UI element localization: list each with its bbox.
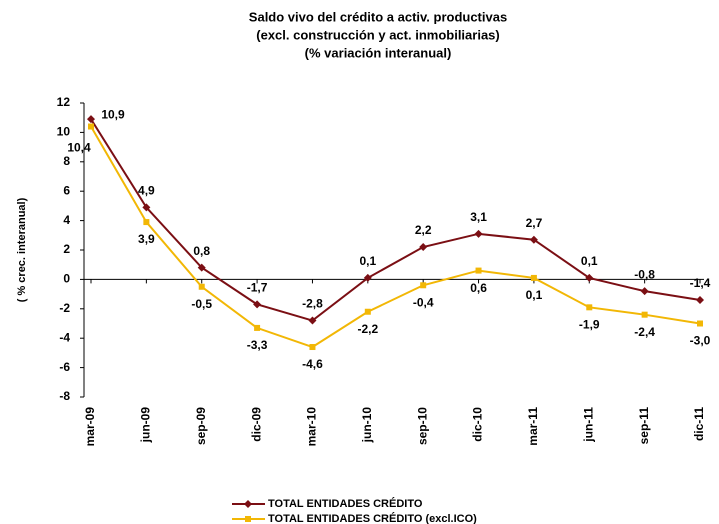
- marker: [641, 311, 648, 318]
- y-axis-label: ( % crec. interanual): [16, 197, 28, 302]
- y-tick-label: -6: [59, 360, 70, 374]
- y-tick-label: 4: [63, 213, 70, 227]
- marker: [364, 308, 371, 315]
- data-label: -2,2: [357, 322, 378, 336]
- data-label: -3,3: [247, 338, 268, 352]
- marker: [142, 203, 151, 212]
- marker: [198, 283, 205, 290]
- data-label: -4,6: [302, 357, 323, 371]
- marker: [143, 219, 150, 226]
- marker: [308, 316, 317, 325]
- data-label: 10,4: [67, 141, 91, 155]
- data-label: 4,9: [138, 184, 155, 198]
- data-label: 0,6: [470, 281, 487, 295]
- data-label: -0,4: [413, 295, 434, 309]
- x-tick-label: jun-11: [581, 407, 595, 443]
- y-tick-label: -8: [59, 389, 70, 403]
- chart-subtitle: (excl. construcción y act. inmobiliarias…: [256, 27, 499, 42]
- x-tick-label: sep-10: [415, 407, 429, 445]
- marker: [87, 115, 95, 124]
- x-tick-label: sep-09: [194, 407, 208, 445]
- marker: [530, 274, 537, 281]
- marker: [254, 324, 261, 331]
- marker: [309, 344, 316, 351]
- marker: [529, 235, 538, 244]
- data-label: -3,0: [690, 334, 711, 348]
- data-label: -1,4: [690, 276, 711, 290]
- y-tick-label: -4: [59, 330, 70, 344]
- x-tick-label: jun-09: [139, 407, 153, 444]
- marker: [420, 282, 427, 289]
- legend-label: TOTAL ENTIDADES CRÉDITO (excl.ICO): [268, 512, 477, 524]
- y-tick-label: 2: [63, 242, 70, 256]
- marker: [363, 273, 372, 282]
- data-label: -0,5: [191, 297, 212, 311]
- legend-label: TOTAL ENTIDADES CRÉDITO: [268, 497, 423, 510]
- data-label: 2,7: [526, 216, 543, 230]
- x-tick-label: jun-10: [360, 407, 374, 444]
- data-label: 0,1: [581, 254, 598, 268]
- y-tick-label: 8: [63, 154, 70, 168]
- marker: [586, 304, 593, 311]
- marker: [88, 123, 94, 130]
- x-tick-label: sep-11: [637, 407, 651, 445]
- marker: [697, 320, 703, 327]
- x-tick-label: dic-10: [471, 407, 485, 442]
- marker: [585, 273, 594, 282]
- data-label: -1,9: [579, 318, 600, 332]
- data-label: -1,7: [247, 281, 268, 295]
- y-tick-label: 12: [57, 95, 71, 109]
- x-tick-label: dic-11: [692, 407, 706, 441]
- y-tick-label: 10: [57, 125, 71, 139]
- marker: [253, 300, 262, 309]
- x-tick-label: mar-09: [83, 407, 97, 447]
- marker: [474, 229, 483, 238]
- data-label: -2,8: [302, 297, 323, 311]
- y-tick-label: 6: [63, 183, 70, 197]
- data-label: -0,8: [634, 267, 655, 281]
- chart-subtitle: (% variación interanual): [305, 45, 452, 60]
- data-label: 10,9: [101, 107, 125, 121]
- data-label: 0,1: [526, 288, 543, 302]
- marker: [419, 243, 428, 252]
- data-label: 0,1: [359, 254, 376, 268]
- y-tick-label: -2: [59, 301, 70, 315]
- x-tick-label: dic-09: [249, 407, 263, 442]
- data-label: 3,1: [470, 210, 487, 224]
- data-label: 2,2: [415, 223, 432, 237]
- legend-marker: [245, 516, 251, 522]
- data-label: 3,9: [138, 232, 155, 246]
- data-label: 0,8: [193, 244, 210, 258]
- y-tick-label: 0: [63, 272, 70, 286]
- x-tick-label: mar-11: [526, 407, 540, 446]
- marker: [696, 295, 704, 304]
- marker: [640, 287, 649, 296]
- marker: [197, 263, 206, 272]
- x-tick-label: mar-10: [305, 407, 319, 447]
- series-line: [90, 126, 701, 349]
- marker: [475, 267, 482, 274]
- legend-marker: [244, 500, 252, 508]
- series-line: [90, 118, 701, 322]
- chart-title: Saldo vivo del crédito a activ. producti…: [249, 9, 507, 24]
- data-label: -2,4: [634, 325, 655, 339]
